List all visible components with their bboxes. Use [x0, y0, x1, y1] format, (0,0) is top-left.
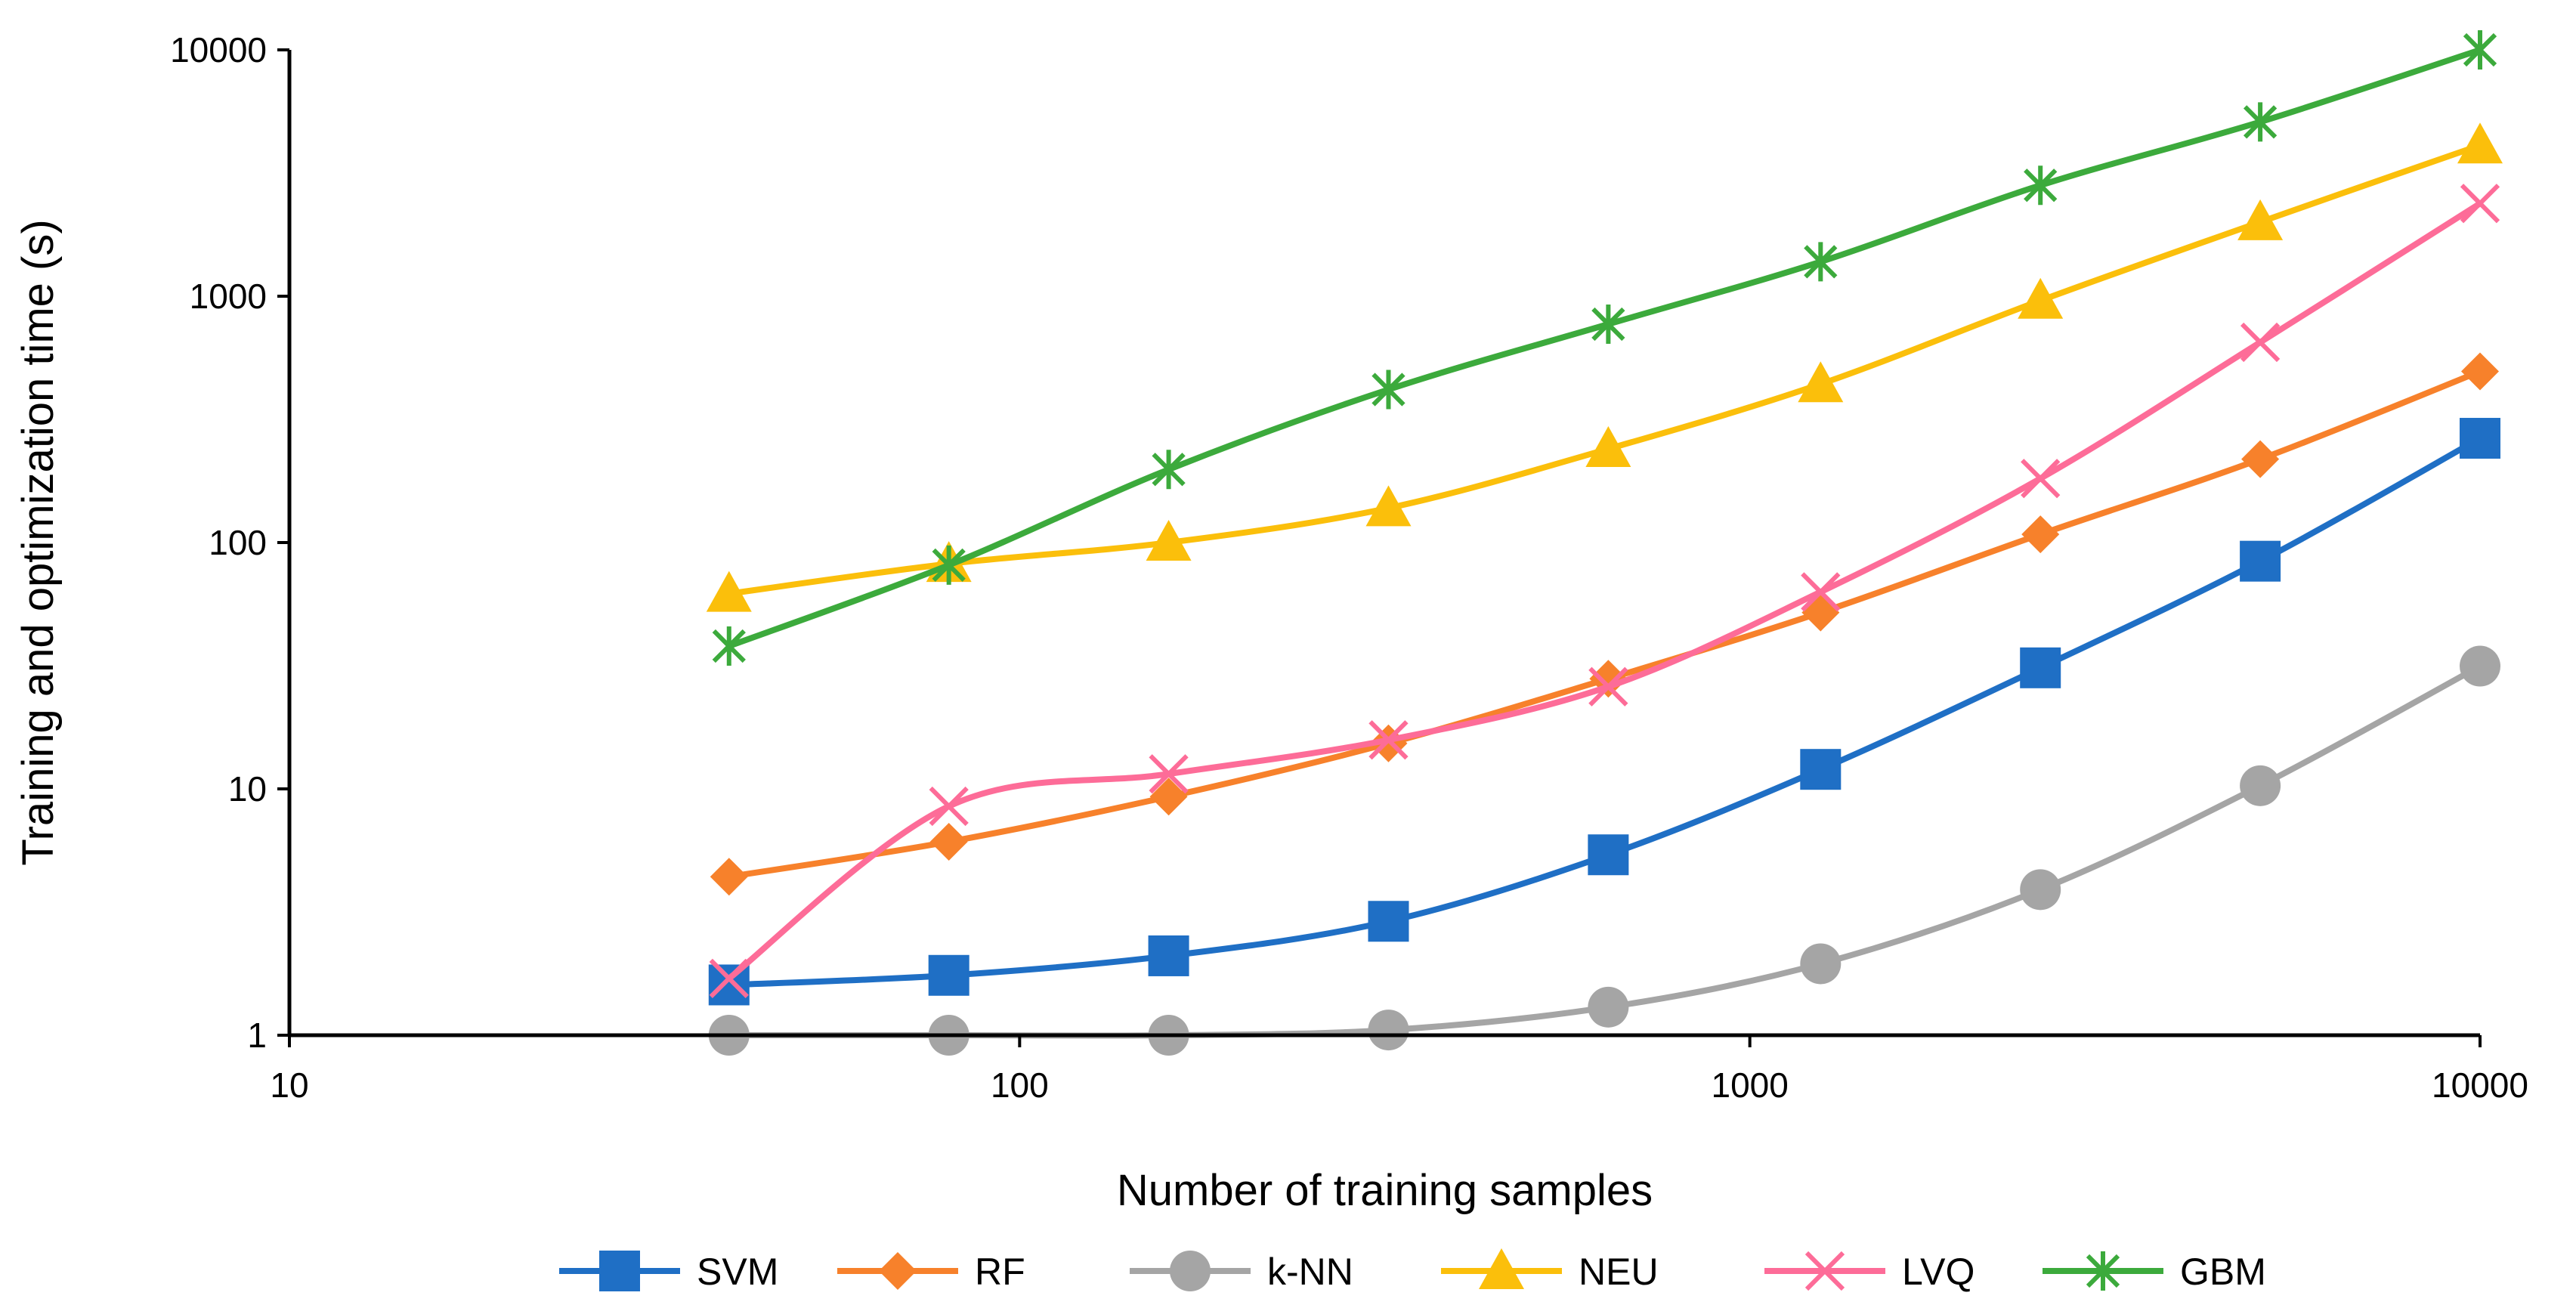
legend-item-neu: NEU [1441, 1248, 1659, 1293]
data-point-gbm [2463, 30, 2497, 70]
legend-label: RF [975, 1251, 1025, 1293]
legend-item-k-nn: k-NN [1130, 1251, 1353, 1293]
data-point-rf [710, 858, 748, 896]
data-point-lvq [2240, 322, 2281, 363]
data-point-rf [1149, 778, 1188, 816]
y-tick-label: 1 [247, 1016, 267, 1055]
data-point-gbm [1371, 370, 1406, 410]
y-tick-label: 1000 [190, 277, 267, 316]
data-point-gbm [2024, 165, 2058, 206]
data-point-rf [1369, 724, 1408, 762]
data-point-rf [2461, 352, 2499, 391]
data-point-svm [1368, 901, 1409, 942]
data-point-rf [929, 822, 968, 861]
data-point-lvq [709, 958, 749, 998]
data-point-neu [1798, 361, 1844, 403]
x-tick-label: 100 [991, 1065, 1049, 1105]
legend-marker [879, 1252, 917, 1290]
data-point-k-nn [1588, 986, 1629, 1028]
y-tick-label: 10 [228, 769, 267, 809]
data-point-neu [1585, 426, 1631, 468]
data-point-k-nn [1800, 943, 1842, 985]
data-point-rf [2241, 440, 2280, 478]
data-point-svm [2240, 540, 2281, 582]
data-point-svm [1588, 834, 1629, 876]
legend-item-rf: RF [837, 1251, 1025, 1293]
legend-marker [1170, 1251, 1211, 1291]
data-point-gbm [1152, 450, 1186, 490]
legend-label: SVM [697, 1251, 778, 1293]
series-gbm [712, 30, 2497, 666]
x-tick-label: 10000 [2432, 1065, 2528, 1105]
data-point-rf [2021, 515, 2060, 554]
legend: SVM RF k-NN NEU LVQ GBM [559, 1248, 2266, 1293]
legend-label: GBM [2180, 1251, 2266, 1293]
data-point-gbm [712, 626, 746, 666]
data-point-lvq [2460, 184, 2500, 224]
legend-label: NEU [1579, 1251, 1659, 1293]
data-point-gbm [932, 545, 966, 585]
data-point-svm [928, 954, 969, 996]
axes-layer [287, 50, 2480, 1037]
x-tick-label: 10 [270, 1065, 308, 1105]
data-point-lvq [1149, 754, 1189, 794]
legend-marker [2086, 1251, 2120, 1291]
series-lvq [709, 184, 2500, 998]
data-point-lvq [1368, 720, 1409, 760]
series-svm [708, 418, 2500, 1006]
data-point-neu [2237, 199, 2284, 240]
data-point-neu [1365, 485, 1412, 527]
data-point-lvq [2021, 459, 2061, 499]
legend-marker [599, 1251, 640, 1291]
legend-item-lvq: LVQ [1764, 1251, 1975, 1293]
legend-marker [1804, 1251, 1845, 1291]
data-point-lvq [929, 786, 969, 827]
data-point-svm [1148, 935, 1189, 976]
data-point-k-nn [2020, 869, 2061, 911]
data-point-k-nn [2460, 645, 2500, 687]
x-axis-title: Number of training samples [1117, 1166, 1653, 1215]
data-point-neu [706, 571, 752, 612]
data-point-gbm [2243, 102, 2278, 142]
data-point-neu [1146, 520, 1192, 561]
data-point-svm [2460, 418, 2500, 459]
y-tick-label: 10000 [170, 30, 267, 70]
data-point-svm [2020, 647, 2061, 688]
y-axis-title: Training and optimization time (s) [14, 219, 63, 865]
data-point-lvq [1801, 572, 1841, 612]
data-point-lvq [1588, 666, 1628, 707]
legend-label: k-NN [1267, 1251, 1353, 1293]
legend-item-svm: SVM [559, 1251, 778, 1293]
data-point-gbm [1591, 305, 1625, 345]
data-point-neu [2457, 122, 2503, 164]
data-point-svm [1800, 749, 1842, 790]
y-tick-label: 100 [209, 523, 267, 562]
series-layer [706, 30, 2503, 1056]
data-point-svm [708, 964, 750, 1006]
series-line-svm [725, 435, 2483, 988]
data-point-gbm [1804, 242, 1838, 282]
series-neu [706, 122, 2503, 612]
data-point-neu [2018, 277, 2064, 319]
x-tick-label: 1000 [1711, 1065, 1788, 1105]
legend-label: LVQ [1902, 1251, 1975, 1293]
data-point-k-nn [1368, 1010, 1409, 1051]
data-point-k-nn [2240, 765, 2281, 806]
legend-marker [1479, 1248, 1524, 1289]
legend-item-gbm: GBM [2043, 1251, 2266, 1293]
